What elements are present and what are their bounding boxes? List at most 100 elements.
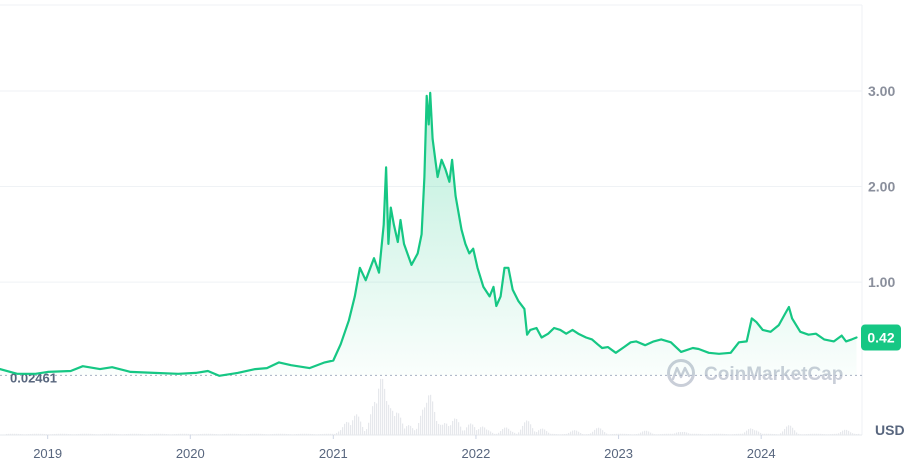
volume-bar [130,433,132,435]
volume-bar [52,434,54,435]
volume-bar [524,422,526,435]
volume-bar [112,433,114,435]
volume-bar [250,433,252,435]
volume-bar [496,433,498,435]
volume-bar [502,429,504,435]
volume-bar [444,423,446,435]
volume-bar [642,431,644,435]
volume-bar [180,433,182,435]
volume-bar [784,428,786,435]
volume-bar [312,434,314,435]
volume-bar [394,416,396,435]
volume-bar [508,428,510,435]
volume-bar [6,433,8,435]
volume-bar [674,433,676,435]
volume-bar [838,433,840,435]
volume-bar [320,434,322,435]
volume-bar [754,430,756,435]
volume-bar [710,433,712,435]
volume-bar [676,432,678,435]
volume-bar [530,424,532,435]
volume-bar [296,434,298,435]
volume-bar [484,427,486,435]
volume-bar [760,432,762,435]
volume-bar [196,434,198,435]
volume-bar [844,429,846,435]
volume-bar [510,430,512,435]
volume-bar [360,421,362,435]
volume-bar [128,433,130,435]
volume-bar [318,434,320,435]
volume-bar [284,433,286,435]
volume-bar [602,430,604,435]
volume-bar [200,433,202,435]
volume-bar [856,433,858,435]
volume-bar [340,430,342,435]
volume-bar [64,433,66,435]
y-tick-label: 2.00 [868,179,895,195]
current-price-badge: 0.42 [861,324,901,351]
volume-bar [588,434,590,435]
volume-bar [798,433,800,435]
volume-bar [576,430,578,435]
volume-bar [306,433,308,435]
volume-bar [690,433,692,435]
volume-bar [768,433,770,435]
volume-bar [500,430,502,435]
volume-bar [706,434,708,435]
volume-bar [490,431,492,435]
volume-bar [50,434,52,435]
volume-bar [122,434,124,435]
volume-bar [658,434,660,435]
volume-bar [248,433,250,435]
volume-bar [540,428,542,435]
volume-bar [772,433,774,435]
volume-bar [626,433,628,435]
volume-bar [60,433,62,435]
volume-bar [614,433,616,435]
x-tick-label: 2022 [461,446,490,460]
volume-bar [348,422,350,435]
volume-bar [552,433,554,435]
volume-bar [564,433,566,435]
volume-bar [698,433,700,435]
volume-bar [418,423,420,435]
volume-bar [86,433,88,435]
volume-bar [174,434,176,435]
volume-bar [688,433,690,435]
volume-bar [616,433,618,435]
volume-bar [324,433,326,435]
volume-bar [162,433,164,435]
volume-bar [434,411,436,435]
volume-bar [24,434,26,435]
volume-bar [592,431,594,435]
x-tick-label: 2024 [747,446,776,460]
volume-bar [796,432,798,435]
volume-bar [664,433,666,435]
price-series-line [0,91,858,377]
volume-bar [744,432,746,435]
volume-bar [568,432,570,435]
volume-bar [240,434,242,435]
volume-bar [562,434,564,435]
y-tick-label: 1.00 [868,274,895,290]
volume-bar [832,433,834,435]
volume-bar [828,434,830,435]
volume-bar [628,434,630,435]
volume-bar [488,430,490,435]
volume-bar [370,414,372,435]
volume-bar [218,434,220,435]
volume-bar [410,425,412,435]
volume-bar [504,427,506,435]
volume-bar [382,378,384,435]
volume-bar [474,427,476,435]
volume-bar [620,433,622,435]
volume-bar [384,388,386,435]
volume-bar [450,425,452,435]
volume-bar [820,433,822,435]
volume-bar [848,430,850,435]
volume-bar [374,401,376,435]
volume-bars [6,378,860,435]
x-axis: 2019 2020 2021 2022 2023 2024 [33,435,776,461]
